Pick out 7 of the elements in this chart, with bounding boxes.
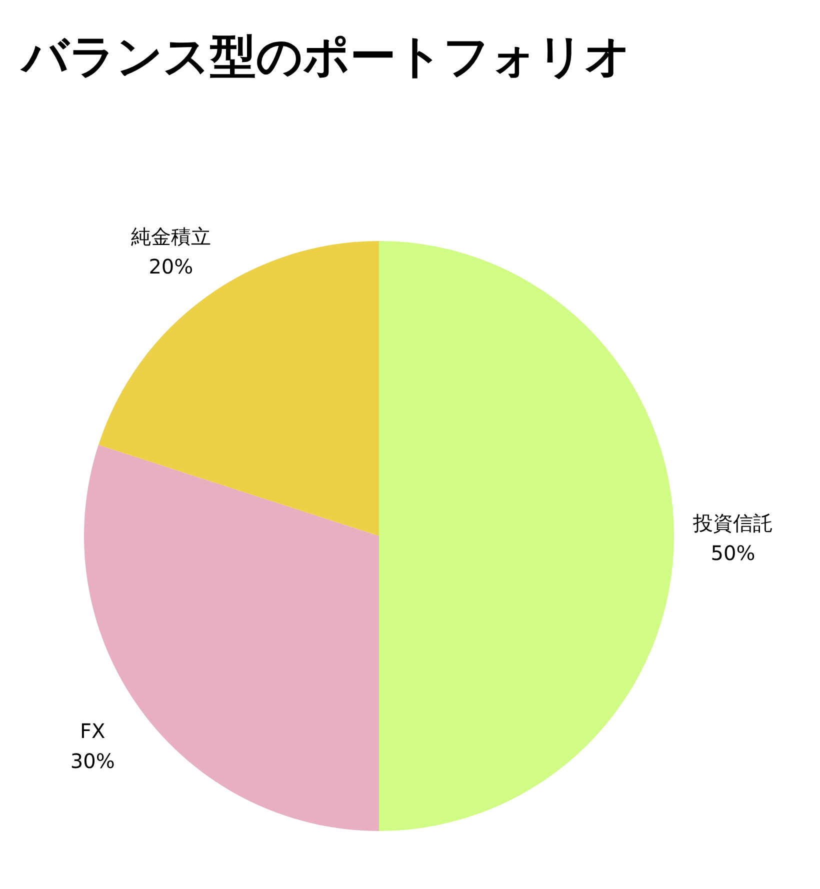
data-label: 30% bbox=[70, 749, 115, 774]
slice-label: 純金積立 bbox=[130, 224, 211, 249]
slice-label: FX bbox=[80, 719, 106, 744]
data-label: 20% bbox=[148, 254, 194, 279]
chart-title: バランス型のポートフォリオ bbox=[20, 29, 631, 83]
data-label: 50% bbox=[710, 541, 756, 565]
slice-label: 投資信託 bbox=[692, 511, 773, 535]
